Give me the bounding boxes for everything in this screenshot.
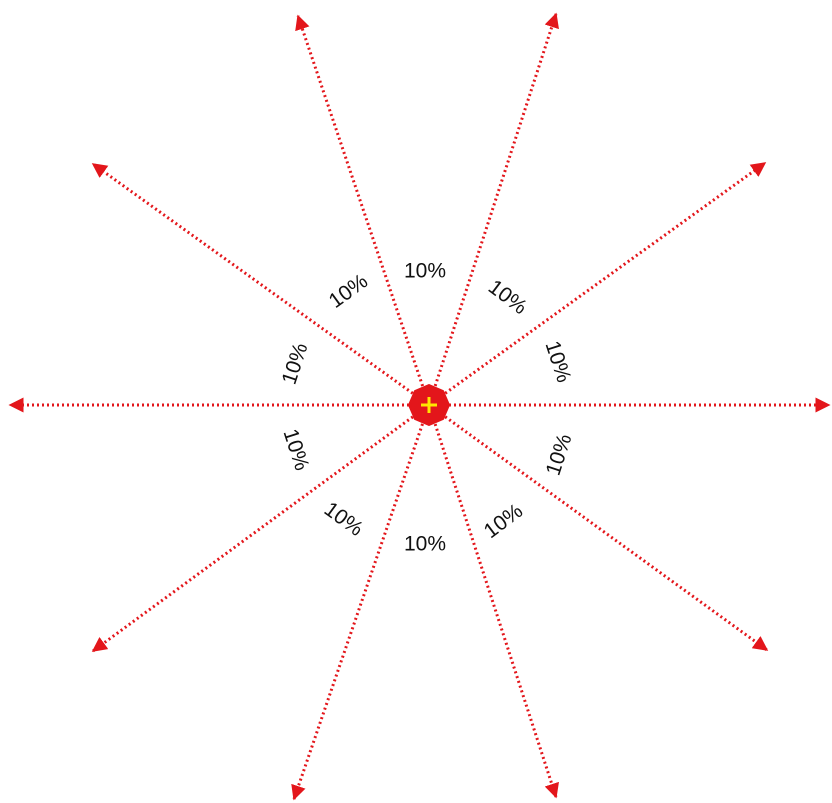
sector-label-right-lower: 10%	[542, 431, 577, 478]
ray-group	[8, 12, 831, 801]
ray-up-right	[427, 12, 559, 406]
ray-down-left	[291, 404, 431, 801]
ray-up-left	[295, 14, 431, 406]
sector-label-left-upper: 10%	[278, 340, 313, 387]
ray-lower-left	[91, 403, 430, 653]
plus-icon	[421, 397, 437, 413]
ray-upper-right	[428, 161, 767, 407]
ray-upper-left	[91, 162, 430, 407]
sector-label-left-lower: 10%	[278, 426, 313, 473]
ray-lower-right	[428, 403, 769, 652]
sector-label-top-left: 10%	[325, 270, 373, 313]
sector-label-right-upper: 10%	[540, 338, 575, 385]
sector-label-bottom-right: 10%	[480, 499, 527, 543]
center-point	[408, 384, 450, 426]
sector-label-top: 10%	[404, 260, 446, 283]
sector-label-top-right: 10%	[484, 275, 531, 319]
ray-down-right	[427, 404, 559, 799]
sector-label-bottom-left: 10%	[320, 498, 368, 541]
sector-label-bottom: 10%	[404, 533, 446, 556]
